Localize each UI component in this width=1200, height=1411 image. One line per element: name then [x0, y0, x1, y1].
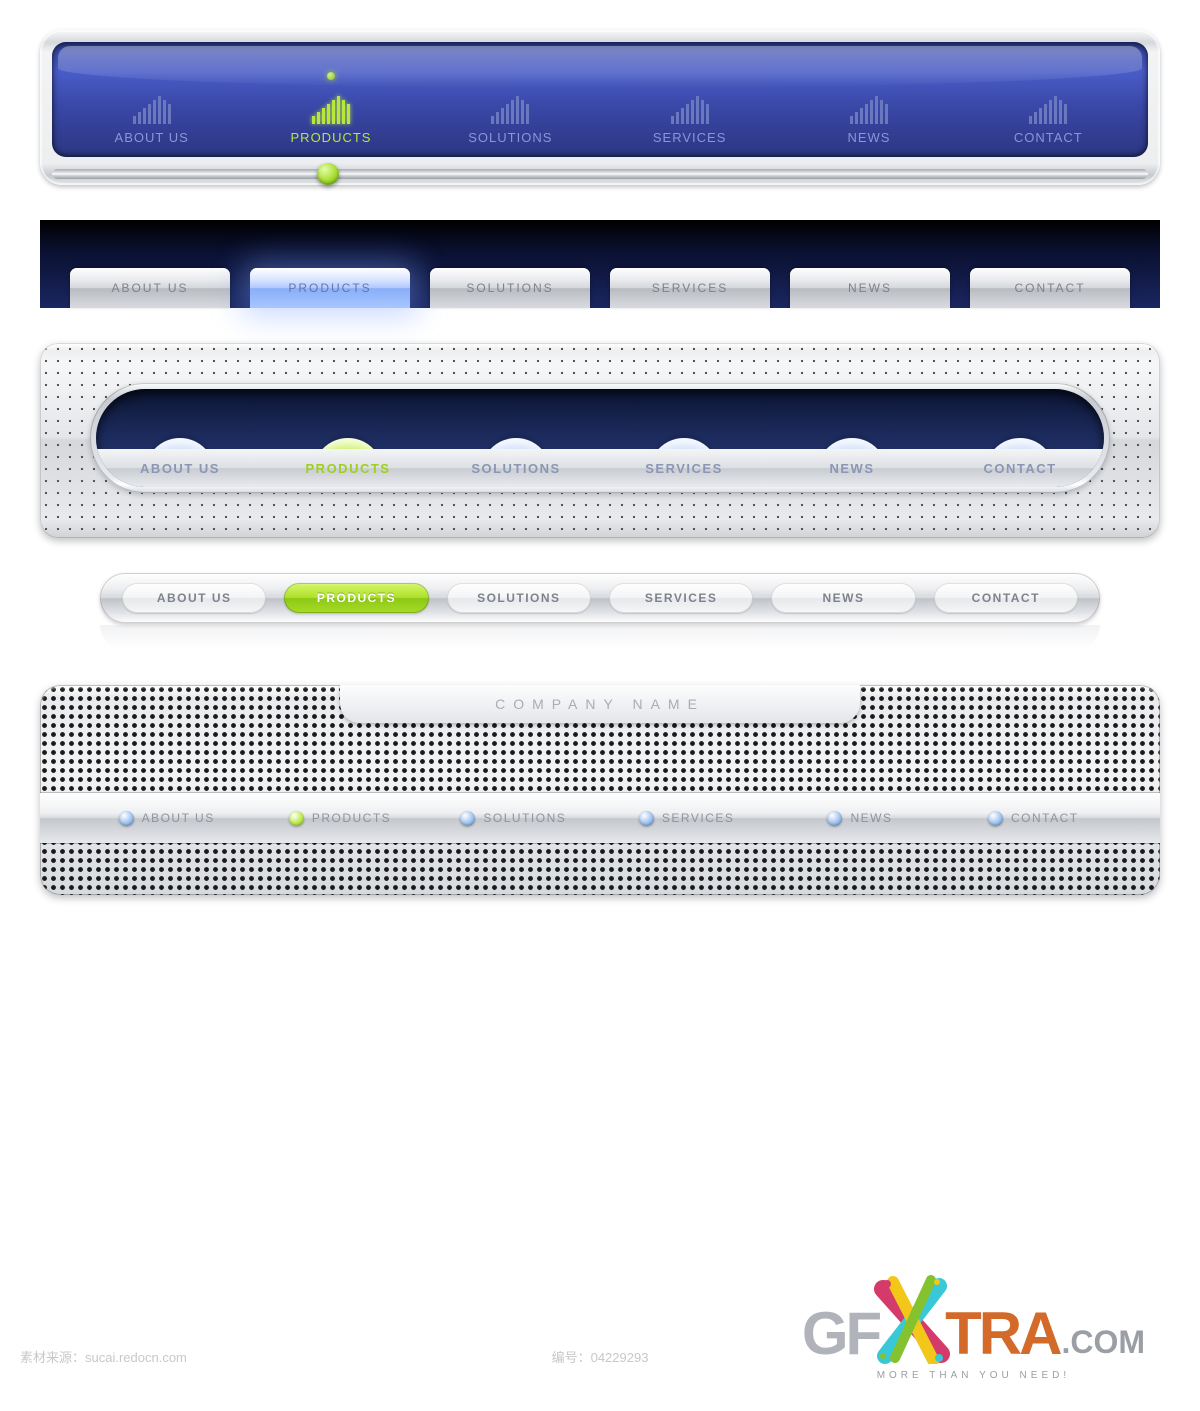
nav1-item-services[interactable]: SERVICES: [600, 96, 779, 145]
nav3-label: SERVICES: [600, 449, 768, 487]
nav4-pill-products[interactable]: PRODUCTS: [284, 583, 428, 613]
nav1-item-solutions[interactable]: SOLUTIONS: [421, 96, 600, 145]
nav2-tab-services[interactable]: SERVICES: [610, 268, 770, 308]
nav1-label: NEWS: [847, 130, 890, 145]
nav4-pill-contact[interactable]: CONTACT: [934, 583, 1078, 613]
source-attribution: 素材来源：sucai.redocn.com: [20, 1347, 187, 1366]
nav4-pill-services[interactable]: SERVICES: [609, 583, 753, 613]
nav5-item-news[interactable]: NEWS: [773, 811, 946, 826]
nav1-item-about-us[interactable]: ABOUT US: [62, 96, 241, 145]
nav2-tab-contact[interactable]: CONTACT: [970, 268, 1130, 308]
equalizer-icon: [850, 96, 888, 124]
nav5-item-products[interactable]: PRODUCTS: [253, 811, 426, 826]
active-dot-icon: [327, 72, 335, 80]
nav-bar-pill: ABOUT US PRODUCTS SOLUTIONS SERVICES NEWS CON…: [100, 573, 1100, 623]
logo-tagline: MORE THAN YOU NEED!: [802, 1370, 1145, 1381]
nav2-tab-products[interactable]: PRODUCTS: [250, 268, 410, 308]
nav1-label: CONTACT: [1014, 130, 1083, 145]
nav2-tab-news[interactable]: NEWS: [790, 268, 950, 308]
nav-bar-tabs-dark: ABOUT US PRODUCTS SOLUTIONS SERVICES NEWS CON…: [40, 220, 1160, 308]
nav1-label: PRODUCTS: [291, 130, 372, 145]
equalizer-icon: [671, 96, 709, 124]
nav1-item-news[interactable]: NEWS: [779, 96, 958, 145]
led-icon: [639, 811, 654, 826]
nav5-item-contact[interactable]: CONTACT: [947, 811, 1120, 826]
nav5-label: SERVICES: [662, 811, 734, 825]
nav-bar-perforated-dome: ABOUT USPRODUCTSSOLUTIONSSERVICESNEWSCON…: [40, 343, 1160, 538]
nav4-pill-about-us[interactable]: ABOUT US: [122, 583, 266, 613]
nav4-pill-solutions[interactable]: SOLUTIONS: [447, 583, 591, 613]
logo-x-splash-icon: [873, 1274, 951, 1364]
nav3-label: CONTACT: [936, 449, 1104, 487]
led-icon: [460, 811, 475, 826]
nav3-well: ABOUT USPRODUCTSSOLUTIONSSERVICESNEWSCON…: [96, 389, 1104, 487]
nav4-pill-news[interactable]: NEWS: [771, 583, 915, 613]
nav-bar-speaker-grille: COMPANY NAME ABOUT US PRODUCTS SOLUTIONS SE…: [40, 685, 1160, 895]
led-icon: [827, 811, 842, 826]
nav1-panel: ABOUT US PRODUCTS SOLUTIONS SERVICES NEWS CON…: [52, 42, 1148, 157]
nav5-item-solutions[interactable]: SOLUTIONS: [427, 811, 600, 826]
nav5-label: SOLUTIONS: [483, 811, 566, 825]
logo-com: .COM: [1061, 1326, 1145, 1358]
logo-right: TRA: [945, 1304, 1059, 1364]
nav1-label: SOLUTIONS: [468, 130, 552, 145]
nav-bar-pill-wrap: ABOUT US PRODUCTS SOLUTIONS SERVICES NEWS CON…: [40, 573, 1160, 650]
nav-bar-glass-blue: ABOUT US PRODUCTS SOLUTIONS SERVICES NEWS CON…: [40, 30, 1160, 185]
equalizer-icon: [491, 96, 529, 124]
nav2-tab-solutions[interactable]: SOLUTIONS: [430, 268, 590, 308]
nav5-menu-bar: ABOUT US PRODUCTS SOLUTIONS SERVICES NEWS CON…: [40, 793, 1160, 843]
equalizer-icon: [312, 96, 350, 124]
nav5-label: ABOUT US: [142, 811, 215, 825]
id-label: 编号：: [552, 1350, 591, 1365]
nav3-pod: ABOUT USPRODUCTSSOLUTIONSSERVICESNEWSCON…: [90, 383, 1110, 493]
led-icon: [289, 811, 304, 826]
nav1-label: ABOUT US: [115, 130, 189, 145]
nav3-label: NEWS: [768, 449, 936, 487]
nav3-label: PRODUCTS: [264, 449, 432, 487]
nav1-label: SERVICES: [653, 130, 727, 145]
nav2-tab-about-us[interactable]: ABOUT US: [70, 268, 230, 308]
equalizer-icon: [1029, 96, 1067, 124]
equalizer-icon: [133, 96, 171, 124]
logo-row: GF TRA .COM: [802, 1274, 1145, 1364]
nav3-label: SOLUTIONS: [432, 449, 600, 487]
nav5-item-services[interactable]: SERVICES: [600, 811, 773, 826]
nav4-reflection: [100, 625, 1100, 650]
nav5-item-about-us[interactable]: ABOUT US: [80, 811, 253, 826]
nav1-slider-track[interactable]: [52, 169, 1148, 179]
led-icon: [988, 811, 1003, 826]
logo-left: GF: [802, 1304, 879, 1364]
image-id: 编号：04229293: [552, 1347, 649, 1366]
nav5-label: NEWS: [850, 811, 892, 825]
nav5-title-plate: COMPANY NAME: [340, 685, 860, 723]
nav3-label: ABOUT US: [96, 449, 264, 487]
nav1-item-products[interactable]: PRODUCTS: [241, 96, 420, 145]
nav5-label: PRODUCTS: [312, 811, 391, 825]
led-icon: [119, 811, 134, 826]
nav1-slider-knob[interactable]: [317, 163, 339, 185]
nav1-item-contact[interactable]: CONTACT: [959, 96, 1138, 145]
nav5-title: COMPANY NAME: [495, 696, 705, 712]
logo-block: GF TRA .COM MORE THAN YOU NEED!: [802, 1274, 1145, 1381]
nav3-label-strip: ABOUT USPRODUCTSSOLUTIONSSERVICESNEWSCON…: [96, 449, 1104, 487]
nav5-label: CONTACT: [1011, 811, 1079, 825]
id-value: 04229293: [591, 1350, 649, 1365]
